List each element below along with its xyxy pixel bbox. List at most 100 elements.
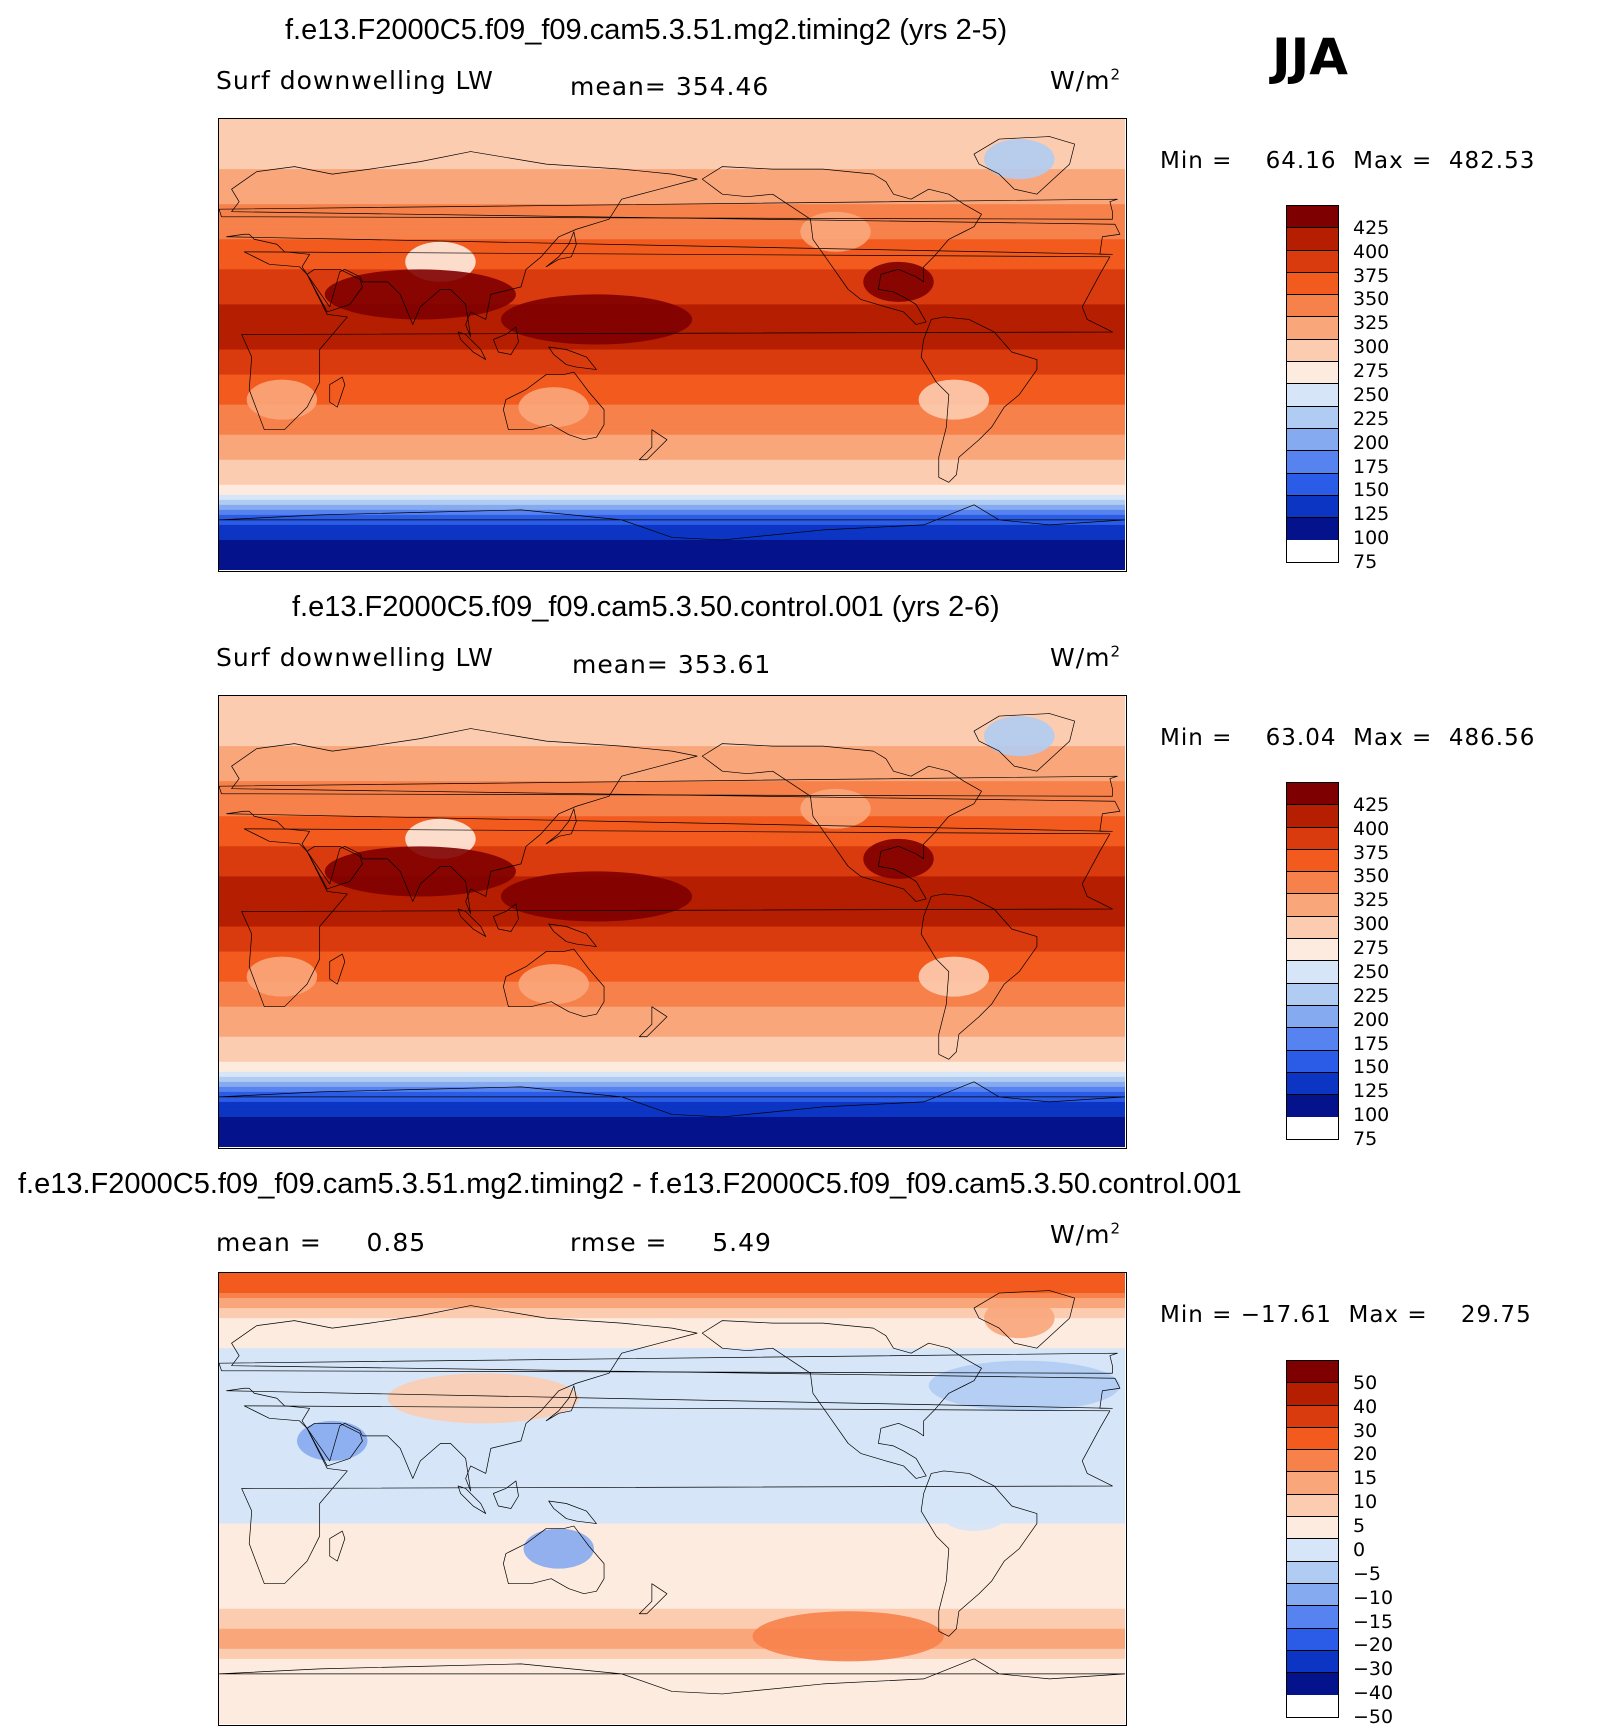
panel3-lat-band: [219, 1343, 1125, 1349]
panel2-coastline-greenland: [974, 714, 1075, 772]
panel1-max-value: 482.53: [1448, 148, 1536, 174]
panel1-lat-band: [219, 359, 1125, 366]
panel3-colorbar-labels: 50 40 30 20 15 10 5 0 −5 −10 −15 −20 −30 −40 −50: [1353, 1360, 1433, 1728]
panel2-lat-band: [219, 956, 1125, 963]
panel2-colorbar-tick-label: 100: [1353, 1104, 1390, 1127]
panel1-coastline-madagascar: [330, 377, 345, 407]
panel1-coastline-antarctica: [219, 505, 1125, 540]
panel3-lat-band: [219, 1298, 1125, 1304]
panel3-lat-band: [219, 1698, 1125, 1705]
panel2-coastline-borneo: [493, 904, 518, 932]
panel3-lat-band: [219, 1713, 1125, 1720]
panel2-coastline-samerica: [921, 894, 1037, 1059]
panel1-lat-band: [219, 209, 1125, 215]
panel1-coastline-sumatra: [458, 332, 486, 360]
panel1-lat-band: [219, 509, 1125, 516]
panel3-max-value: 29.75: [1460, 1302, 1532, 1328]
panel1-colorbar-swatch: [1287, 473, 1338, 496]
panel1-colorbar-tick-label: 250: [1353, 383, 1390, 406]
panel1-lat-band: [219, 409, 1125, 416]
panel3-colorbar-tick-label: 5: [1353, 1515, 1366, 1538]
panel2-colorbar-tick-label: 175: [1353, 1032, 1390, 1055]
panel1-lat-band: [219, 379, 1125, 386]
panel3-lat-band: [219, 1473, 1125, 1479]
panel1-lat-band: [219, 299, 1125, 305]
panel1-lat-band: [219, 454, 1125, 461]
panel2-lat-band: [219, 981, 1125, 988]
panel1-lat-band: [219, 479, 1125, 486]
panel3-colorbar-swatch: [1287, 1450, 1338, 1473]
panel1-coastline-namerica: [702, 167, 981, 325]
panel2-lat-band: [219, 766, 1125, 772]
panel1-lat-band: [219, 174, 1125, 180]
panel1-colorbar-tick-label: 100: [1353, 527, 1390, 550]
panel2-lat-band: [219, 1036, 1125, 1043]
panel2-colorbar-tick-label: 425: [1353, 793, 1390, 816]
panel2-feature-greenland: [984, 716, 1055, 757]
panel2-lat-band: [219, 1061, 1125, 1068]
panel1-lat-band: [219, 364, 1125, 371]
panel1-field: [219, 119, 1125, 570]
panel1-lat-band: [219, 149, 1125, 155]
panel2-field: [219, 696, 1125, 1147]
panel1-lat-band: [219, 204, 1125, 210]
panel2-lat-band: [219, 996, 1125, 1003]
panel1-feature-rocky-mountains: [800, 211, 871, 252]
panel1-coastline-arabia: [307, 269, 362, 312]
panel3-coastline-newguinea: [549, 1501, 597, 1524]
panel3-lat-band: [219, 1663, 1125, 1670]
panel2-lat-band: [219, 1016, 1125, 1023]
panel3-feature-amazon: [938, 1490, 1010, 1532]
panel2-lat-band: [219, 851, 1125, 857]
panel3-lat-band: [219, 1558, 1125, 1565]
panel3-lat-band: [219, 1538, 1125, 1545]
panel1-lat-band: [219, 229, 1125, 235]
panel3-rmse-value: 5.49: [712, 1228, 772, 1257]
panel1-lat-band: [219, 499, 1125, 506]
panel3-lat-band: [219, 1328, 1125, 1334]
panel3-coastline-japan: [546, 1386, 576, 1421]
panel3-lat-band: [219, 1583, 1125, 1590]
panel3-coastline-newzealand: [639, 1584, 667, 1614]
panel3-lat-band: [219, 1643, 1125, 1650]
panel3-max-label: Max =: [1348, 1302, 1428, 1328]
panel2-colorbar-tick-label: 400: [1353, 817, 1390, 840]
panel2-lat-band: [219, 836, 1125, 842]
panel1-colorbar-labels: 425 400 375 350 325 300 275 250 225 200 175 150 125 1…: [1353, 205, 1433, 573]
panel2-lat-band: [219, 936, 1125, 943]
panel3-lat-band: [219, 1573, 1125, 1580]
panel3-colorbar-swatch: [1287, 1361, 1338, 1384]
panel3-lat-band: [219, 1578, 1125, 1585]
panel2-feature-southern-africa: [246, 956, 318, 997]
panel2-feature-gulf-of-mexico: [863, 838, 934, 879]
panel2-coastline-australia: [503, 949, 604, 1017]
panel3-lat-band: [219, 1388, 1125, 1394]
panel1-lat-band: [219, 474, 1125, 481]
panel1-colorbar-swatch: [1287, 495, 1338, 519]
panel1-colorbar-tick-label: 125: [1353, 503, 1390, 526]
panel1-lat-band: [219, 529, 1125, 536]
panel1-mean-value: 354.46: [675, 72, 770, 101]
panel1-lat-band: [219, 219, 1125, 225]
panel1-feature-western-pacific-warm-pool: [500, 294, 693, 345]
panel3-colorbar-tick-label: 40: [1353, 1395, 1378, 1418]
panel3-lat-band: [219, 1468, 1125, 1474]
panel1-coastline-greenland: [974, 137, 1075, 195]
panel3-coastline-samerica: [921, 1471, 1037, 1636]
panel2-lat-band: [219, 721, 1125, 727]
panel1-lat-band: [219, 564, 1125, 570]
panel3-lat-band: [219, 1703, 1125, 1710]
panel1-colorbar-tick-label: 225: [1353, 407, 1390, 430]
panel3-lat-band: [219, 1678, 1125, 1685]
panel1-lat-band: [219, 259, 1125, 265]
panel2-lat-band: [219, 726, 1125, 732]
panel3-lat-band: [219, 1338, 1125, 1344]
panel2-lat-band: [219, 1066, 1125, 1073]
panel1-lat-band: [219, 444, 1125, 451]
panel3-feature-central-asia: [387, 1373, 579, 1424]
panel1-colorbar: [1286, 205, 1339, 563]
panel2-lat-band: [219, 1136, 1125, 1143]
panel1-lat-band: [219, 429, 1125, 436]
panel2-lat-band: [219, 841, 1125, 847]
panel3-coastline-madagascar: [330, 1531, 345, 1561]
